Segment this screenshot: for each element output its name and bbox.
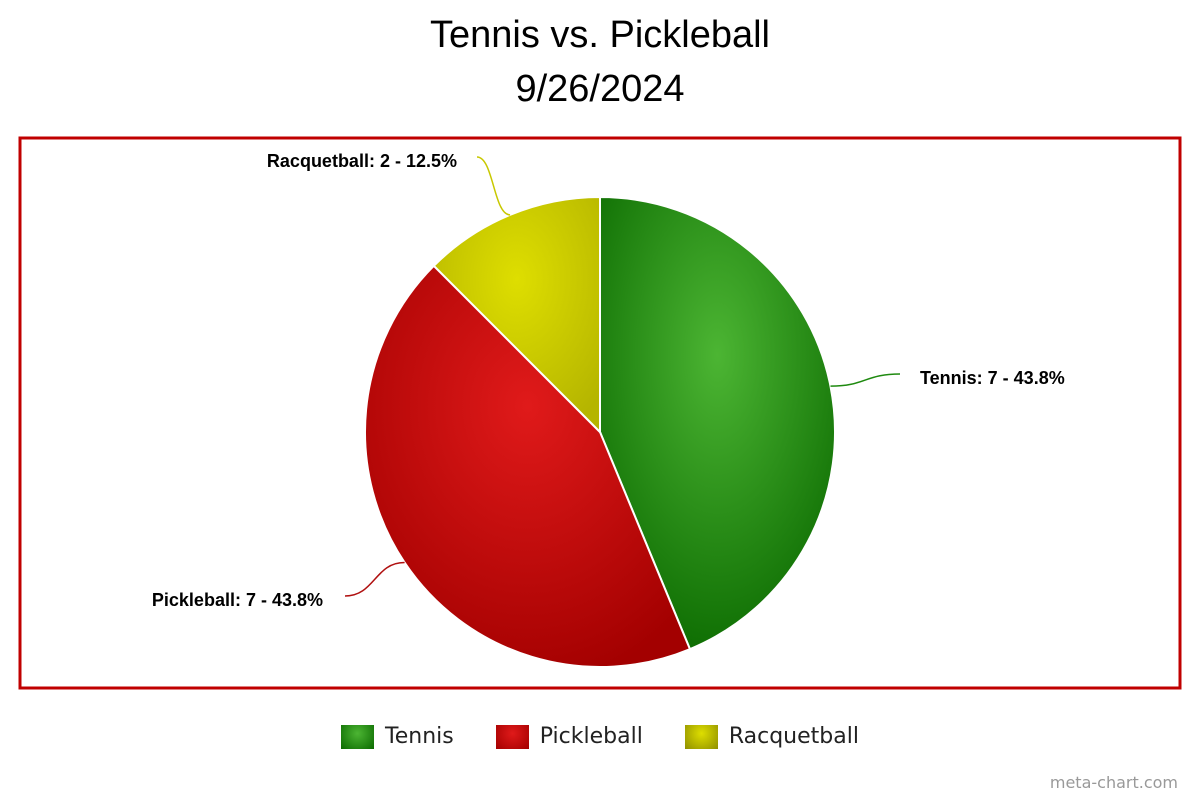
watermark: meta-chart.com (1049, 773, 1178, 792)
legend-label: Tennis (385, 724, 454, 749)
legend-swatch-racquetball (684, 724, 718, 749)
leader-line-pickleball (344, 561, 405, 597)
legend-swatch-pickleball (495, 724, 529, 749)
data-label-pickleball: Pickleball: 7 - 43.8% (152, 590, 323, 610)
chart-title: Tennis vs. Pickleball (429, 14, 771, 56)
pie-slice-racquetball[interactable] (432, 195, 601, 435)
legend: Tennis Pickleball Racquetball (0, 724, 1200, 749)
legend-label: Racquetball (728, 724, 859, 749)
legend-item-tennis[interactable]: Tennis (341, 724, 454, 749)
leader-line-racquetball (476, 156, 511, 216)
data-label-tennis: Tennis: 7 - 43.8% (920, 368, 1065, 388)
chart-frame (18, 136, 1182, 690)
pie-slice-tennis[interactable] (599, 195, 836, 651)
leader-line-tennis (830, 373, 901, 387)
legend-item-pickleball[interactable]: Pickleball (495, 724, 643, 749)
legend-label: Pickleball (539, 724, 643, 749)
pie-slice-pickleball[interactable] (364, 264, 692, 668)
chart-subtitle: 9/26/2024 (515, 68, 685, 110)
legend-swatch-tennis (341, 724, 375, 749)
legend-item-racquetball[interactable]: Racquetball (684, 724, 859, 749)
data-label-racquetball: Racquetball: 2 - 12.5% (267, 151, 457, 171)
